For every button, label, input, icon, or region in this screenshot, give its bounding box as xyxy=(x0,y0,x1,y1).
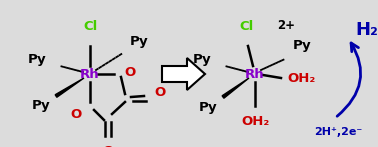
Text: Py: Py xyxy=(31,100,50,112)
FancyArrowPatch shape xyxy=(337,43,361,116)
Text: O: O xyxy=(71,107,82,121)
Text: Rh: Rh xyxy=(245,67,265,81)
Text: Cl: Cl xyxy=(240,20,254,33)
Text: Py: Py xyxy=(198,101,217,115)
Text: Cl: Cl xyxy=(83,20,97,33)
Text: Py: Py xyxy=(192,54,211,66)
Text: Py: Py xyxy=(130,35,149,47)
Text: 2H⁺,2e⁻: 2H⁺,2e⁻ xyxy=(314,127,362,137)
Text: Py: Py xyxy=(293,40,311,52)
Text: 2+: 2+ xyxy=(277,19,295,32)
Polygon shape xyxy=(222,78,249,98)
Polygon shape xyxy=(55,78,84,97)
Polygon shape xyxy=(162,58,205,90)
Text: O: O xyxy=(102,145,114,147)
Text: O: O xyxy=(124,66,135,78)
Text: OH₂: OH₂ xyxy=(241,115,269,128)
Text: Rh: Rh xyxy=(80,67,100,81)
Text: H₂: H₂ xyxy=(355,21,378,39)
Text: OH₂: OH₂ xyxy=(287,71,315,85)
Text: O: O xyxy=(154,86,165,98)
Text: Py: Py xyxy=(27,54,46,66)
